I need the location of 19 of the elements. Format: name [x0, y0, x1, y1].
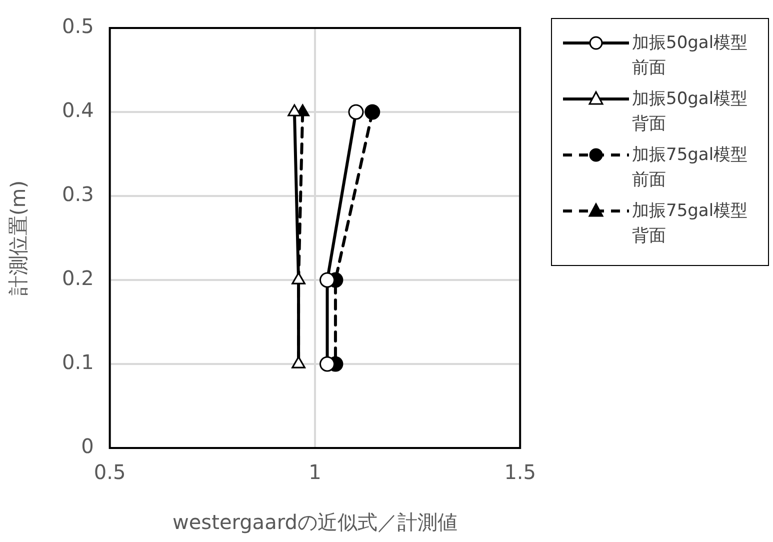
y-tick-label: 0.5 — [62, 14, 94, 38]
y-tick-label: 0.4 — [62, 98, 94, 122]
y-tick-label: 0.1 — [62, 350, 94, 374]
legend-label: 加振50gal模型前面 — [632, 32, 749, 80]
point — [364, 104, 380, 120]
y-tick-label: 0.2 — [62, 266, 94, 290]
legend-label: 加振50gal模型背面 — [632, 88, 749, 136]
y-tick-label: 0 — [81, 434, 94, 458]
point — [320, 272, 336, 288]
x-tick-label: 0.5 — [94, 460, 126, 484]
x-axis-title: westergaardの近似式／計測値 — [172, 510, 458, 534]
point — [348, 104, 364, 120]
point — [320, 356, 336, 372]
x-tick-label: 1.5 — [504, 460, 536, 484]
y-axis-title: 計測位置(m) — [6, 180, 30, 296]
x-tick-label: 1 — [308, 460, 322, 484]
legend-label: 加振75gal模型前面 — [632, 144, 749, 192]
legend-label: 加振75gal模型背面 — [632, 200, 749, 248]
y-tick-label: 0.3 — [62, 182, 94, 206]
